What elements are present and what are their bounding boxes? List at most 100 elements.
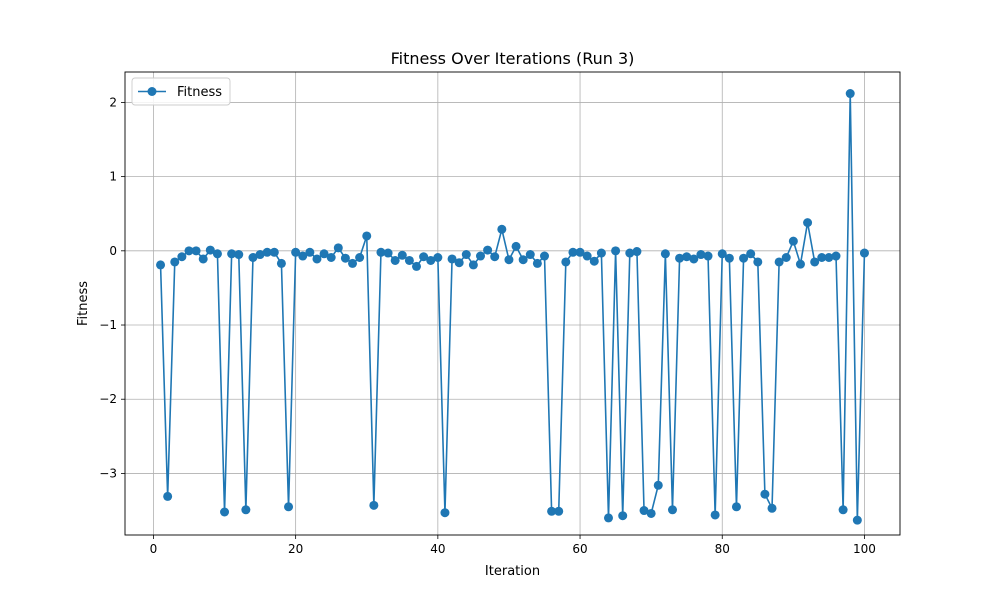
data-point (170, 257, 180, 267)
data-point (447, 254, 457, 264)
data-point (717, 249, 727, 259)
data-point (184, 246, 194, 256)
data-point (653, 480, 663, 490)
legend-marker-swatch (147, 87, 157, 96)
y-tick-label: −2 (99, 392, 117, 406)
data-point (291, 247, 301, 257)
data-point (639, 506, 649, 516)
data-point (355, 253, 365, 262)
data-point (632, 247, 642, 257)
data-point (362, 231, 372, 241)
data-point (561, 257, 571, 267)
axes: 0 20 40 60 80 100 −3 −2 −1 0 1 2 (99, 95, 876, 556)
data-point (198, 254, 208, 264)
data-point (340, 253, 350, 263)
data-point (667, 505, 677, 515)
data-point (760, 489, 770, 499)
data-point (397, 250, 407, 260)
data-point (419, 252, 429, 262)
data-point (731, 502, 741, 512)
data-point (710, 510, 720, 520)
x-tick-label: 60 (572, 542, 587, 556)
data-point (824, 253, 834, 262)
data-point (376, 247, 386, 257)
series-fitness (156, 89, 869, 525)
data-point (348, 258, 358, 268)
x-axis-label: Iteration (485, 564, 540, 579)
data-point (461, 250, 471, 260)
x-tick-label: 80 (715, 542, 730, 556)
x-tick-label: 40 (430, 542, 445, 556)
data-point (525, 250, 535, 260)
data-point (618, 511, 628, 521)
data-point (262, 247, 272, 257)
data-point (234, 250, 244, 260)
data-point (248, 253, 258, 262)
data-point (504, 255, 514, 265)
legend-label-fitness: Fitness (177, 85, 222, 100)
y-tick-label: −1 (99, 318, 117, 332)
chart-title: Fitness Over Iterations (Run 3) (391, 49, 635, 68)
data-point (269, 247, 279, 257)
legend-box (131, 77, 231, 106)
data-point (774, 257, 784, 267)
data-point (838, 505, 848, 515)
data-point (582, 251, 592, 261)
x-tick-label: 20 (288, 542, 303, 556)
y-tick-label: 1 (109, 170, 117, 184)
plot-area-border (124, 71, 901, 536)
data-point (547, 506, 557, 516)
data-point (490, 252, 500, 262)
y-tick-label: 2 (109, 95, 117, 109)
data-point (817, 253, 827, 262)
data-point (603, 513, 613, 523)
data-point (205, 245, 215, 255)
data-point (383, 248, 393, 258)
data-point (412, 261, 422, 271)
data-point (660, 249, 670, 259)
data-point (426, 255, 436, 265)
y-tick-label: −3 (99, 466, 117, 480)
data-point (831, 251, 841, 261)
data-point (739, 253, 749, 263)
data-point (212, 249, 222, 259)
data-point (440, 508, 450, 518)
data-point (703, 251, 713, 261)
data-point (859, 248, 869, 258)
data-point (276, 258, 286, 268)
data-point (284, 502, 294, 512)
x-tick-label: 0 (150, 542, 158, 556)
data-point (433, 253, 443, 262)
data-point (476, 251, 485, 261)
data-point (810, 257, 820, 267)
data-point (540, 251, 549, 261)
data-point (404, 255, 414, 265)
data-point (227, 249, 237, 259)
data-point (696, 250, 706, 260)
data-point (646, 508, 656, 518)
data-point (753, 257, 763, 267)
data-point (532, 258, 542, 268)
data-point (611, 246, 621, 256)
data-point (682, 252, 692, 262)
data-point (568, 247, 578, 257)
data-point (554, 506, 564, 516)
data-point (454, 258, 464, 268)
data-point (724, 253, 734, 263)
data-point (746, 249, 756, 259)
x-tick-label: 100 (853, 542, 876, 556)
data-point (298, 251, 308, 261)
data-point (326, 253, 336, 262)
data-point (177, 252, 187, 262)
data-point (852, 515, 862, 525)
data-point (518, 255, 528, 265)
data-point (241, 505, 251, 515)
data-point (220, 507, 230, 517)
legend: Fitness (131, 77, 231, 106)
data-point (589, 256, 599, 266)
data-point (312, 254, 322, 264)
data-point (191, 246, 201, 256)
data-point (596, 248, 606, 258)
